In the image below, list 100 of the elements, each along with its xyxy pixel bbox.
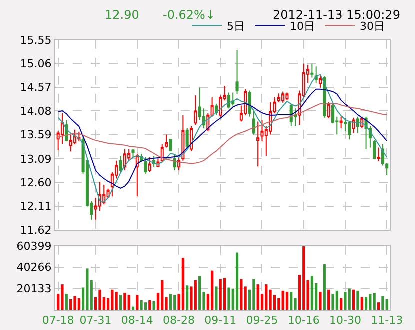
bar (369, 294, 372, 310)
bar (169, 294, 172, 310)
bar (252, 279, 256, 310)
bar (148, 300, 152, 310)
legend-label: 5日 (227, 20, 245, 33)
candlestick (356, 116, 360, 134)
bar (182, 258, 184, 310)
bar (356, 290, 360, 310)
bar (140, 300, 143, 310)
bar (65, 294, 68, 310)
bar (348, 288, 351, 310)
bar (328, 290, 330, 310)
candlestick (310, 63, 314, 78)
y-tick-label: 40266 (16, 261, 52, 274)
bar (132, 306, 135, 310)
bar (228, 288, 230, 310)
bar (224, 278, 226, 310)
text: 12.90 (105, 8, 140, 22)
bar (360, 297, 364, 310)
bar (128, 295, 130, 310)
bar (119, 295, 122, 310)
bar (215, 286, 218, 310)
candlestick (232, 92, 235, 106)
candlestick (286, 92, 289, 101)
bar (152, 302, 156, 310)
bar (98, 290, 102, 310)
line-series (58, 88, 388, 189)
candlestick (132, 148, 135, 158)
candlestick (227, 92, 230, 110)
y-tick-label: 12.11 (20, 200, 52, 214)
x-tick-label: 08-28 (163, 314, 195, 328)
candlestick (318, 74, 322, 88)
bar (111, 290, 114, 310)
candlestick (119, 156, 122, 172)
bar (78, 298, 80, 310)
bar (219, 279, 222, 310)
bar (319, 292, 322, 310)
bar (286, 292, 288, 310)
y-tick-label: 11.62 (20, 224, 52, 237)
line-series (58, 74, 388, 202)
bar (194, 280, 197, 310)
bar (364, 297, 368, 310)
y-tick-label: 12.60 (20, 176, 52, 190)
candlestick (252, 109, 256, 136)
bar (373, 293, 376, 310)
candlestick (214, 103, 218, 116)
bar (124, 293, 126, 310)
candlestick (144, 156, 148, 174)
bar (336, 290, 338, 310)
candlestick (186, 128, 189, 150)
candlestick (294, 108, 298, 127)
candlestick (373, 140, 376, 160)
bar (198, 276, 202, 310)
bar (186, 286, 189, 310)
bar (386, 299, 388, 310)
x-tick-label: 07-18 (42, 314, 74, 328)
candlestick (340, 116, 343, 129)
bar (332, 294, 334, 310)
y-tick-label: 15.06 (20, 58, 52, 71)
bar (161, 280, 164, 310)
y-tick-label: 13.59 (20, 128, 52, 142)
candlestick (314, 66, 318, 84)
line-series (58, 103, 388, 164)
candlestick (169, 138, 172, 152)
x-tick-label: 10-16 (288, 314, 320, 328)
bar (236, 252, 239, 310)
y-tick-label: 14.08 (20, 104, 52, 118)
y-tick-label: 60399 (16, 240, 52, 253)
bar (174, 295, 176, 310)
candlestick (277, 93, 280, 103)
bar (244, 286, 247, 310)
bar (382, 296, 384, 310)
y-tick-label: 14.57 (20, 81, 52, 94)
candlestick (165, 134, 168, 148)
bar (352, 290, 356, 310)
bar (211, 270, 214, 310)
bar (282, 290, 284, 310)
candlestick (348, 121, 352, 140)
x-tick-label: 09-25 (246, 314, 278, 328)
bar (290, 292, 293, 310)
bar (377, 302, 380, 310)
candlestick (173, 154, 176, 172)
bar (74, 296, 76, 310)
y-tick-label: 13.09 (20, 152, 52, 166)
bar (102, 297, 106, 310)
x-tick-label: 07-31 (80, 314, 112, 328)
candlestick (69, 134, 72, 152)
bar (70, 299, 72, 310)
x-tick-label: 08-14 (121, 314, 154, 328)
bar (269, 290, 272, 310)
candlestick (352, 117, 356, 134)
legend-label: 10日 (290, 20, 315, 33)
y-tick-label: 20133 (16, 282, 52, 296)
x-tick-label: 10-30 (329, 314, 362, 328)
bar (265, 284, 268, 310)
candlestick (248, 90, 252, 118)
y-tick-label: 15.55 (20, 34, 52, 47)
bar (86, 268, 89, 310)
bar (310, 276, 314, 310)
candlestick (377, 147, 380, 162)
